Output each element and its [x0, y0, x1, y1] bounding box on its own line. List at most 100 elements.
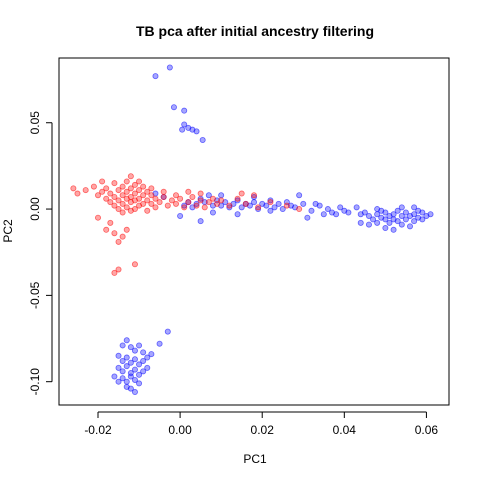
x-axis-label: PC1: [243, 452, 267, 466]
data-point-blue: [205, 192, 212, 199]
data-point-blue: [411, 204, 418, 211]
data-point-red: [131, 206, 138, 213]
data-point-red: [119, 192, 126, 199]
data-point-blue: [115, 352, 122, 359]
plot-frame: [58, 57, 450, 406]
data-point-blue: [144, 364, 151, 371]
data-point-blue: [127, 344, 134, 351]
data-point-blue: [115, 378, 122, 385]
data-point-red: [177, 195, 184, 202]
data-point-red: [123, 226, 130, 233]
data-point-red: [238, 190, 245, 197]
x-tick-label: 0.00: [168, 423, 192, 437]
data-point-red: [140, 192, 147, 199]
data-point-red: [111, 193, 118, 200]
data-point-blue: [148, 351, 155, 358]
data-point-red: [90, 183, 97, 190]
data-point-blue: [271, 204, 278, 211]
data-point-blue: [419, 216, 426, 223]
data-point-red: [140, 183, 147, 190]
data-point-red: [172, 192, 179, 199]
data-point-red: [209, 195, 216, 202]
data-point-blue: [255, 206, 262, 213]
data-point-red: [164, 202, 171, 209]
data-point-blue: [136, 361, 143, 368]
data-point-blue: [398, 212, 405, 219]
data-point-blue: [127, 359, 134, 366]
data-point-blue: [427, 211, 434, 218]
data-point-red: [218, 197, 225, 204]
data-point-red: [148, 200, 155, 207]
data-point-red: [111, 230, 118, 237]
data-point-blue: [390, 226, 397, 233]
data-point-red: [136, 195, 143, 202]
data-point-blue: [279, 206, 286, 213]
data-point-red: [185, 199, 192, 206]
data-point-red: [123, 178, 130, 185]
x-tick-label: -0.02: [84, 423, 112, 437]
data-point-red: [160, 193, 167, 200]
data-point-red: [131, 261, 138, 268]
data-point-red: [115, 238, 122, 245]
data-point-red: [111, 180, 118, 187]
data-point-red: [242, 200, 249, 207]
data-point-red: [70, 185, 77, 192]
data-point-red: [144, 197, 151, 204]
data-point-red: [115, 266, 122, 273]
data-point-red: [103, 226, 110, 233]
data-point-blue: [179, 126, 186, 133]
data-point-red: [131, 181, 138, 188]
data-point-blue: [119, 368, 126, 375]
data-point-blue: [131, 389, 138, 396]
data-point-red: [111, 269, 118, 276]
data-point-blue: [234, 211, 241, 218]
data-point-red: [123, 188, 130, 195]
data-point-blue: [199, 136, 206, 143]
data-point-blue: [136, 371, 143, 378]
y-axis: -0.10 -0.05 0.00 0.05: [28, 111, 53, 395]
data-point-blue: [131, 356, 138, 363]
data-point-blue: [250, 193, 257, 200]
data-point-blue: [308, 207, 315, 214]
data-point-red: [107, 190, 114, 197]
data-point-red: [103, 195, 110, 202]
x-tick-label: 0.06: [415, 423, 439, 437]
data-point-red: [99, 188, 106, 195]
data-point-red: [168, 197, 175, 204]
data-point-blue: [320, 211, 327, 218]
data-point-red: [197, 197, 204, 204]
data-point-blue: [365, 212, 372, 219]
data-point-blue: [131, 376, 138, 383]
data-point-red: [144, 188, 151, 195]
data-point-blue: [156, 340, 163, 347]
data-point-blue: [406, 223, 413, 230]
data-point-blue: [152, 73, 159, 80]
data-point-red: [115, 197, 122, 204]
data-point-blue: [300, 200, 307, 207]
data-point-red: [193, 202, 200, 209]
data-point-blue: [411, 211, 418, 218]
data-point-red: [250, 192, 257, 199]
data-point-blue: [111, 373, 118, 380]
data-point-blue: [140, 349, 147, 356]
data-point-red: [283, 202, 290, 209]
data-point-blue: [267, 197, 274, 204]
data-point-red: [144, 207, 151, 214]
data-point-blue: [123, 337, 130, 344]
data-point-blue: [324, 206, 331, 213]
data-point-blue: [226, 204, 233, 211]
data-point-red: [131, 190, 138, 197]
data-point-red: [127, 173, 134, 180]
data-point-blue: [275, 200, 282, 207]
data-point-blue: [140, 368, 147, 375]
data-point-red: [119, 209, 126, 216]
data-point-red: [205, 199, 212, 206]
y-axis-label: PC2: [1, 219, 15, 243]
data-point-red: [127, 185, 134, 192]
x-tick-label: 0.02: [251, 423, 275, 437]
data-point-red: [95, 192, 102, 199]
data-point-red: [201, 204, 208, 211]
data-point-blue: [218, 192, 225, 199]
data-point-blue: [193, 128, 200, 135]
